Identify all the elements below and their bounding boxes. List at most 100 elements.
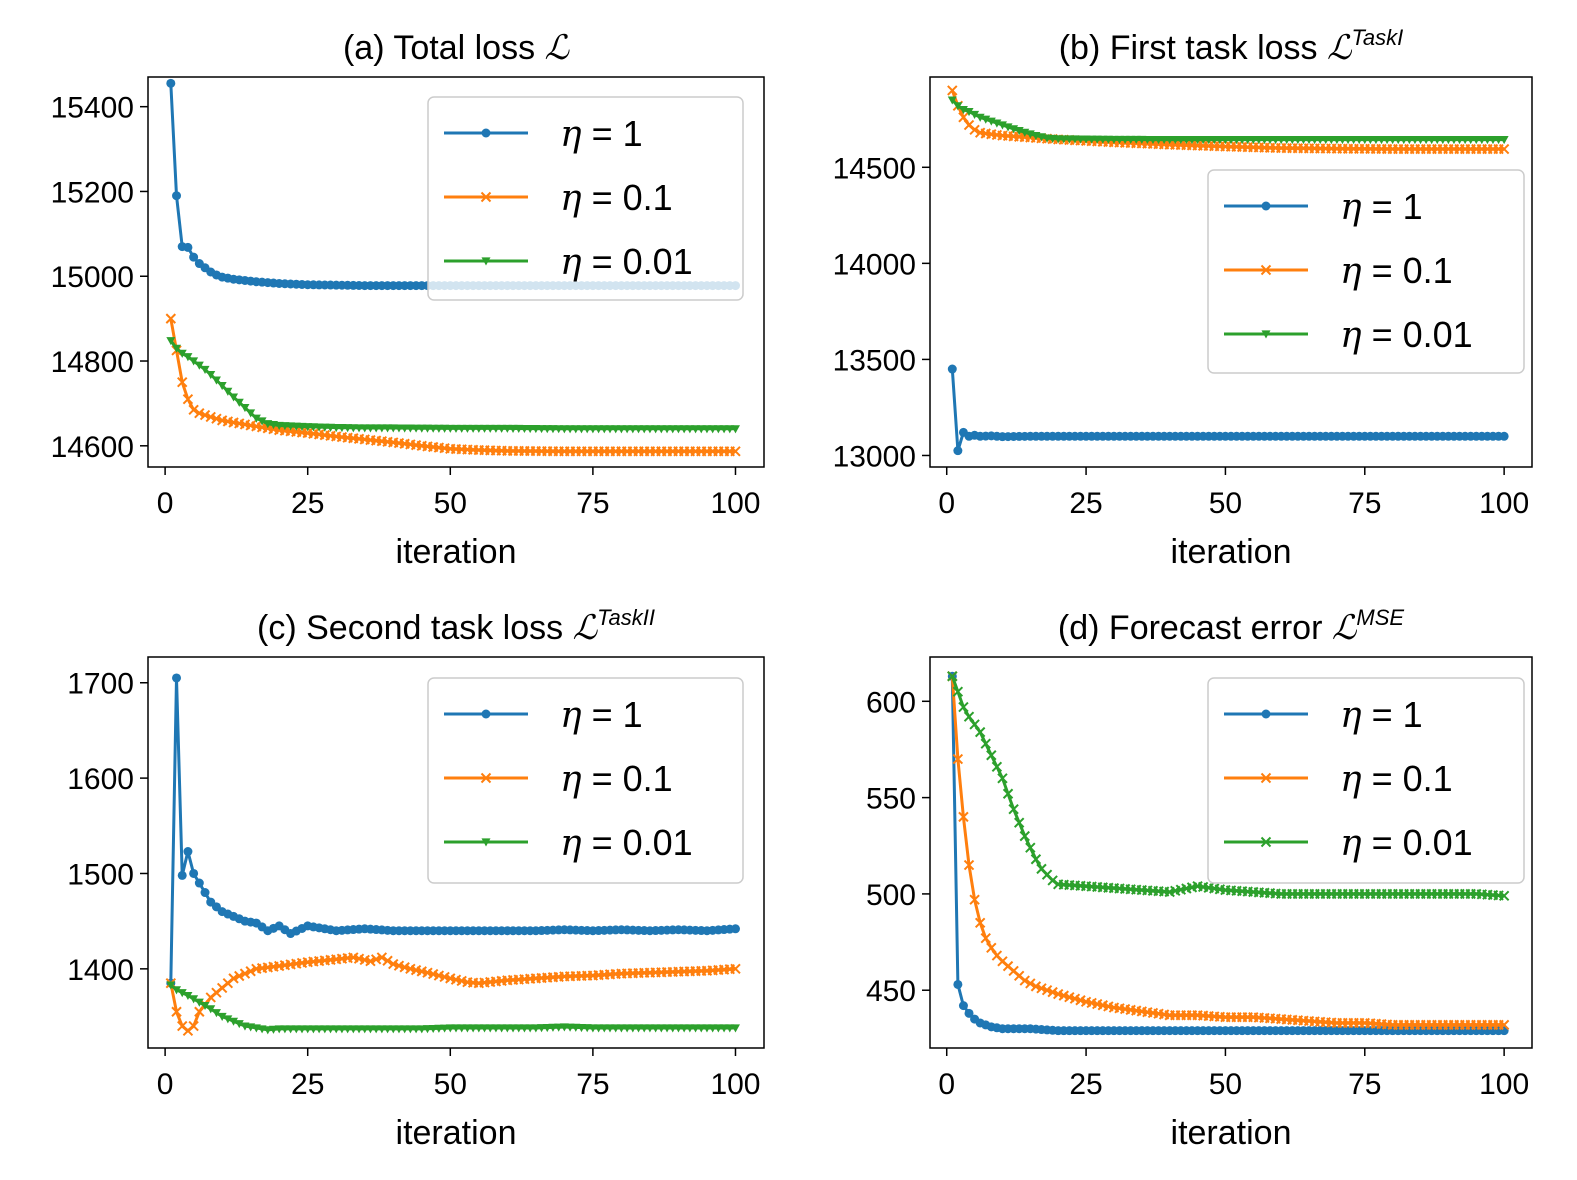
plot-frame [147,656,765,1049]
data-point [953,979,963,989]
legend-marker [1260,264,1272,276]
data-point [1036,983,1047,994]
data-point [417,1025,427,1034]
legend-symbol: η [560,242,582,283]
data-point [986,750,997,761]
data-point [468,1024,478,1033]
data-point [1498,143,1510,155]
legend-box [1207,677,1525,884]
data-point [440,1024,450,1033]
data-point [451,424,461,433]
data-point [480,424,490,433]
data-point [594,425,604,434]
data-point [531,1024,541,1033]
legend-marker [481,257,491,266]
data-point [365,956,376,967]
data-point [991,761,1003,772]
chart-title: (d) Forecast error ℒMSE [1058,605,1404,648]
data-point [177,870,187,880]
data-point [605,425,615,434]
data-point [182,393,194,405]
data-point [171,1006,182,1017]
data-point [685,1024,695,1033]
data-point [326,1025,336,1034]
legend-symbol: η [1340,187,1362,228]
data-point [514,424,524,434]
data-point [628,1024,638,1033]
data-point [206,1005,216,1014]
data-point [616,1024,626,1033]
data-point [286,1025,296,1034]
data-point [343,1025,353,1034]
data-point [519,424,529,434]
x-tick-label: 50 [1209,1068,1242,1101]
data-point [331,423,341,433]
chart-title-symbol: ℒ [573,608,599,648]
data-point [172,191,182,201]
data-point [177,377,188,388]
data-point [365,1025,375,1034]
data-point [274,1025,284,1034]
data-point [508,424,518,433]
data-point [963,711,975,722]
legend: η = 1η = 0.1η = 0.01 [427,96,744,301]
x-tick-label: 25 [291,487,324,520]
legend-symbol: η [1340,823,1362,864]
legend-label: η = 1 [1340,186,1423,228]
data-point [485,1024,495,1033]
data-point [639,1024,649,1033]
data-point [223,387,233,396]
data-point [980,738,991,749]
data-point [645,425,655,434]
data-point [474,1024,484,1033]
data-point [422,424,432,433]
legend-marker [481,838,491,847]
data-point [719,1024,729,1033]
data-point [371,424,381,433]
data-point [1030,981,1042,992]
data-point [1047,875,1058,886]
data-point [958,112,969,123]
chart-title-symbol: ℒ [545,28,571,68]
data-point [594,1024,604,1033]
data-point [394,1025,404,1034]
legend-value: = 0.1 [1362,250,1453,291]
data-point [1019,830,1030,842]
legend-value: = 1 [1362,694,1423,735]
data-point [188,404,199,415]
data-point [691,1024,701,1033]
data-point [188,1020,199,1032]
data-point [383,1025,393,1034]
data-point [1013,817,1025,828]
data-point [537,1024,547,1033]
data-point [679,425,689,434]
data-point [559,425,569,434]
series-1 [165,952,741,1037]
x-tick-label: 25 [1069,1068,1102,1101]
data-point [588,1024,598,1033]
data-point [548,425,558,434]
data-point [673,425,683,434]
legend-symbol: η [1340,759,1362,800]
legend-value: = 1 [582,694,643,735]
chart-title-text: (d) Forecast error [1058,609,1332,647]
data-point [200,888,210,898]
legend-value: = 0.1 [1362,758,1453,799]
data-point [947,85,958,96]
data-point [645,1024,655,1033]
data-point [394,424,404,433]
chart-title: (b) First task loss ℒTaskI [1059,25,1404,68]
data-point [730,1024,740,1033]
data-point [337,1025,347,1034]
data-point [405,1025,415,1034]
data-point [183,847,193,857]
data-point [696,1024,706,1033]
data-point [434,424,444,433]
data-point [656,425,666,434]
data-point [713,1024,723,1033]
data-point [1498,890,1510,902]
data-point [246,409,256,418]
x-tick-label: 50 [1209,487,1242,520]
y-tick-label: 1600 [67,763,134,796]
